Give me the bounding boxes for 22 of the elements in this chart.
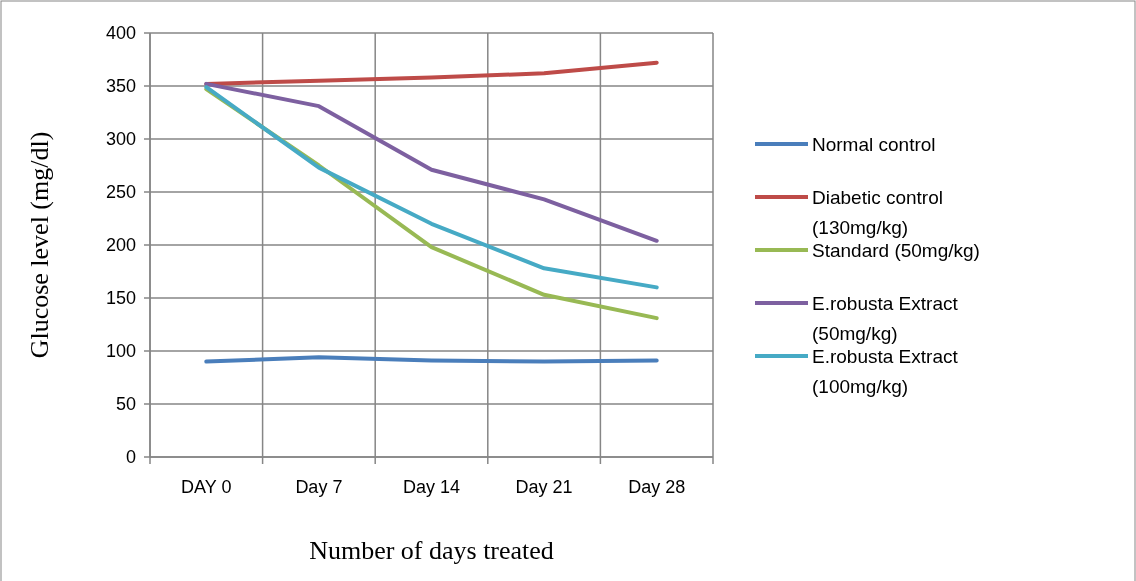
y-axis-title: Glucose level (mg/dl) [25,131,54,359]
legend-label: E.robusta Extract (50mg/kg) [812,292,959,345]
y-tick-label: 0 [125,447,136,468]
y-tick-label: 150 [105,288,136,309]
y-tick-label: 50 [115,394,136,415]
legend-label: E.robusta Extract (100mg/kg) [812,345,959,398]
x-tick-label: Day 21 [515,477,573,497]
x-tick-label: Day 28 [628,477,686,497]
y-tick-label: 200 [105,235,136,256]
legend-label: Normal control [812,133,936,155]
x-tick-label: Day 7 [295,477,343,497]
y-tick-label: 250 [105,182,136,203]
y-tick-label: 350 [105,76,136,97]
line-series [204,81,659,243]
legend-label: Diabetic control (130mg/kg) [812,186,943,239]
x-tick-label: DAY 0 [181,477,232,497]
x-axis-title: Number of days treated [309,536,554,565]
x-tick-label: Day 14 [402,477,461,497]
y-tick-label: 400 [105,23,136,44]
y-tick-label: 300 [105,129,136,150]
y-tick-label: 100 [105,341,136,362]
legend-label: Standard (50mg/kg) [812,239,980,261]
